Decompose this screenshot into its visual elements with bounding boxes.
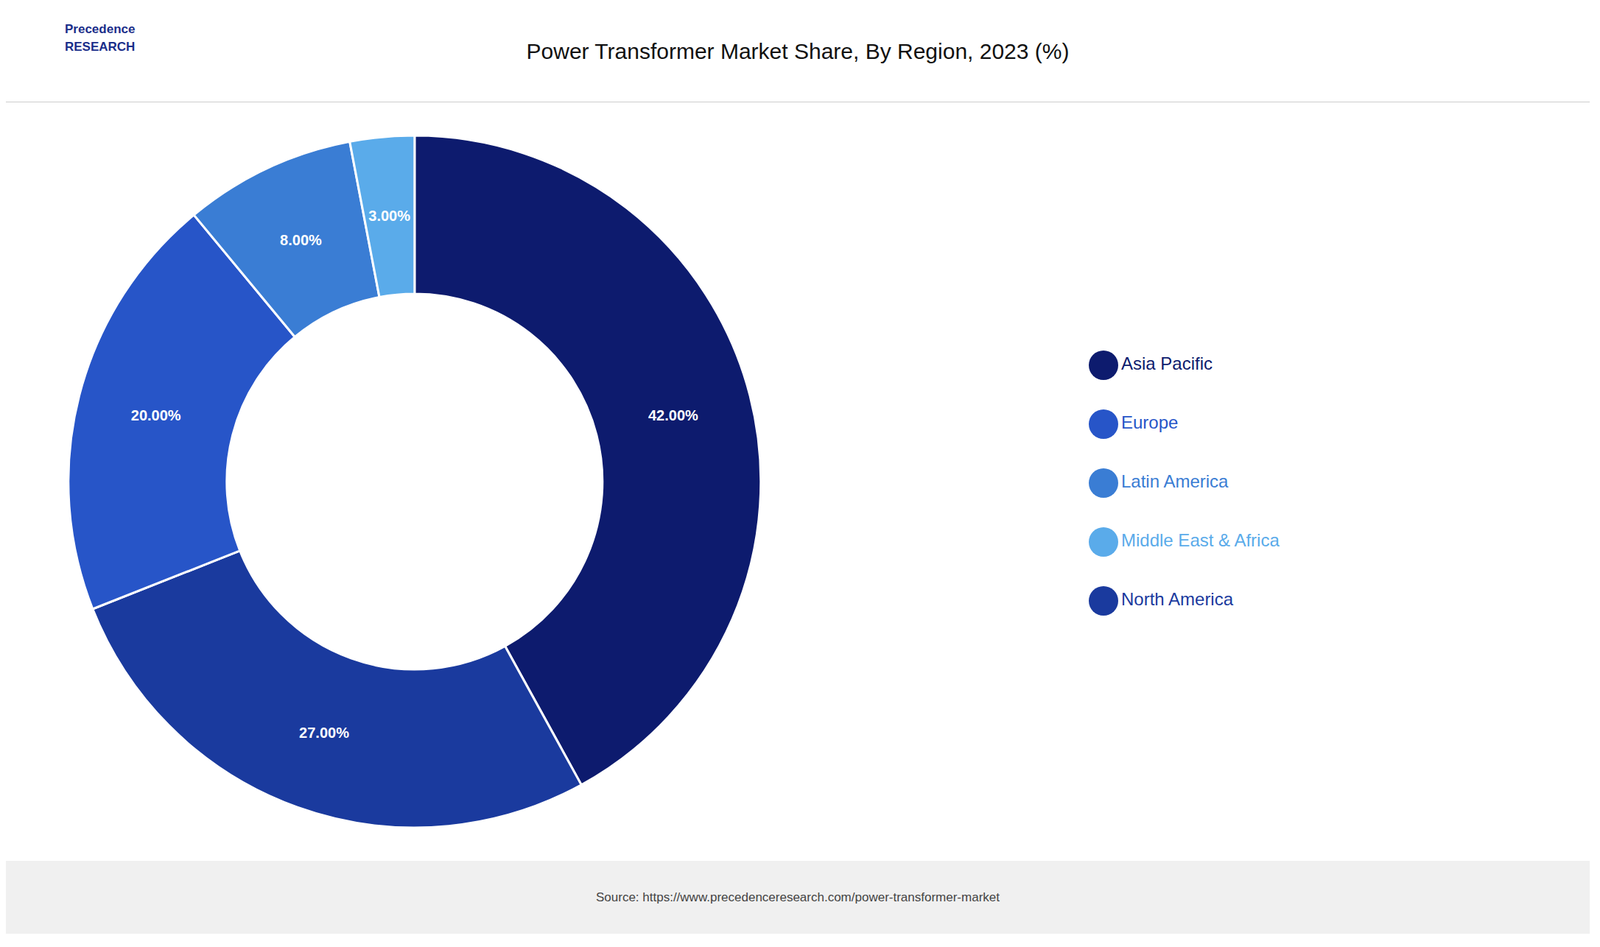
html-text:Middle East & Africa: Middle East & Africa	[1121, 530, 1280, 551]
svg-text:42.00%: 42.00%	[648, 407, 699, 424]
svg-text:27.00%: 27.00%	[299, 724, 350, 742]
svg-text:8.00%: 8.00%	[279, 232, 322, 249]
svg-text:3.00%: 3.00%	[368, 207, 411, 224]
html-text:Asia Pacific: Asia Pacific	[1121, 353, 1213, 374]
html-text:Source: https://www.precedence: Source: https://www.precedenceresearch.c…	[595, 890, 1000, 905]
html-text:Europe: Europe	[1121, 412, 1179, 433]
html-text:Power Transformer Market Share: Power Transformer Market Share, By Regio…	[526, 39, 1070, 64]
html-text:Precedence: Precedence	[64, 22, 136, 37]
html-text:North America: North America	[1121, 589, 1234, 610]
html-text:RESEARCH: RESEARCH	[64, 39, 136, 54]
svg-text:20.00%: 20.00%	[131, 407, 182, 424]
html-text:Latin America: Latin America	[1121, 471, 1229, 492]
